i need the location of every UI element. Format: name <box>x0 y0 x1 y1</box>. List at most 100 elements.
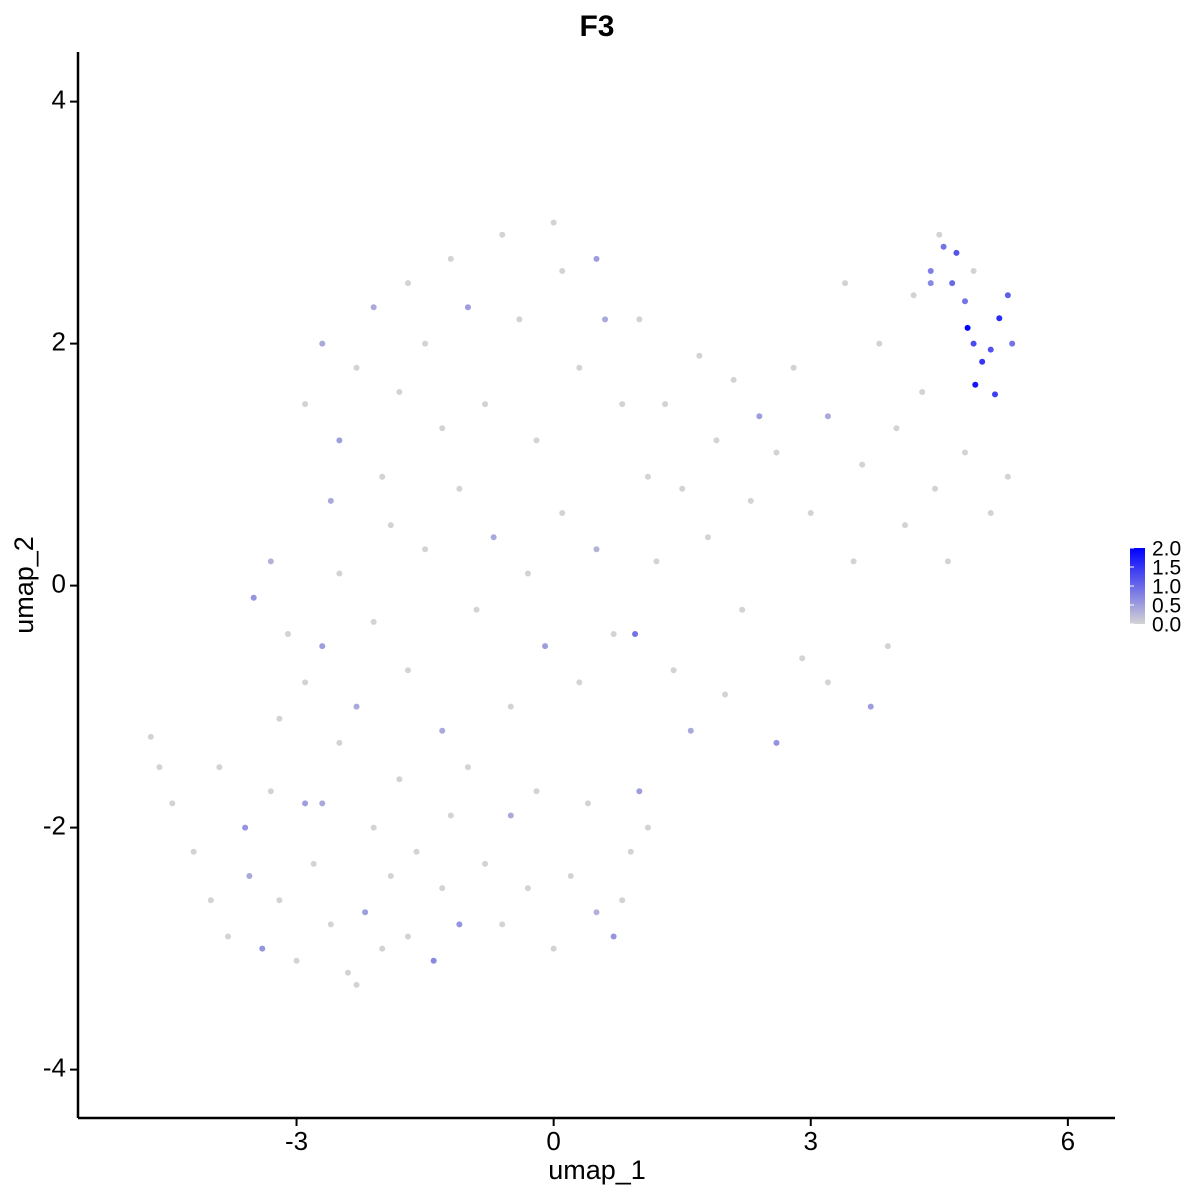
point <box>250 594 257 601</box>
point <box>636 788 643 795</box>
x-tick-label: 0 <box>546 1126 560 1156</box>
point <box>593 909 600 916</box>
point <box>696 352 703 359</box>
point <box>824 413 831 420</box>
point <box>387 873 394 880</box>
point <box>850 558 857 565</box>
point <box>246 873 253 880</box>
point <box>533 788 540 795</box>
y-axis-label: umap_2 <box>9 536 39 634</box>
point <box>302 800 309 807</box>
point <box>370 618 377 625</box>
point <box>404 933 411 940</box>
point <box>490 534 497 541</box>
point <box>687 727 694 734</box>
point <box>964 324 971 331</box>
point <box>207 897 214 904</box>
point <box>644 473 651 480</box>
colorbar-tick-label: 0.0 <box>1152 614 1181 637</box>
point <box>327 921 334 928</box>
point <box>216 764 223 771</box>
point <box>722 691 729 698</box>
point <box>447 812 454 819</box>
point <box>842 280 849 287</box>
point <box>404 667 411 674</box>
point <box>370 304 377 311</box>
point <box>987 346 994 353</box>
point <box>773 739 780 746</box>
point <box>992 391 999 398</box>
point <box>353 703 360 710</box>
point <box>619 401 626 408</box>
point <box>567 873 574 880</box>
point <box>653 558 660 565</box>
point <box>610 631 617 638</box>
point <box>353 364 360 371</box>
point <box>893 425 900 432</box>
colorbar-tick-label: 2.0 <box>1152 538 1181 561</box>
point <box>524 570 531 577</box>
point <box>293 957 300 964</box>
point <box>739 606 746 613</box>
point <box>902 522 909 529</box>
point <box>499 921 506 928</box>
point <box>970 340 977 347</box>
point <box>662 401 669 408</box>
point <box>576 679 583 686</box>
point <box>773 449 780 456</box>
point <box>439 727 446 734</box>
point <box>790 364 797 371</box>
point <box>413 848 420 855</box>
point <box>379 945 386 952</box>
point <box>747 497 754 504</box>
point <box>876 340 883 347</box>
point <box>559 510 566 517</box>
point <box>447 255 454 262</box>
point <box>972 381 979 388</box>
point <box>940 243 947 250</box>
point <box>636 316 643 323</box>
point <box>396 389 403 396</box>
point <box>632 631 639 638</box>
point <box>379 473 386 480</box>
point <box>627 848 634 855</box>
point <box>439 425 446 432</box>
point <box>276 715 283 722</box>
point <box>730 376 737 383</box>
point <box>679 485 686 492</box>
point <box>464 764 471 771</box>
point <box>962 298 969 305</box>
point <box>336 570 343 577</box>
point <box>807 510 814 517</box>
point <box>704 534 711 541</box>
colorbar-tick-label: 1.5 <box>1152 557 1181 580</box>
point <box>464 304 471 311</box>
point <box>327 497 334 504</box>
point <box>456 921 463 928</box>
point <box>507 812 514 819</box>
point <box>550 219 557 226</box>
point <box>953 249 960 256</box>
point <box>936 231 943 238</box>
point <box>284 631 291 638</box>
point <box>524 885 531 892</box>
point <box>602 316 609 323</box>
point <box>336 437 343 444</box>
point <box>319 643 326 650</box>
y-tick-label: -2 <box>43 810 66 840</box>
x-tick-label: 6 <box>1061 1126 1075 1156</box>
point <box>507 703 514 710</box>
point <box>267 558 274 565</box>
point <box>799 655 806 662</box>
point <box>387 522 394 529</box>
point <box>396 776 403 783</box>
point <box>344 969 351 976</box>
point <box>670 667 677 674</box>
point <box>859 461 866 468</box>
point <box>713 437 720 444</box>
point <box>482 401 489 408</box>
point <box>267 788 274 795</box>
point <box>482 860 489 867</box>
point <box>979 358 986 365</box>
